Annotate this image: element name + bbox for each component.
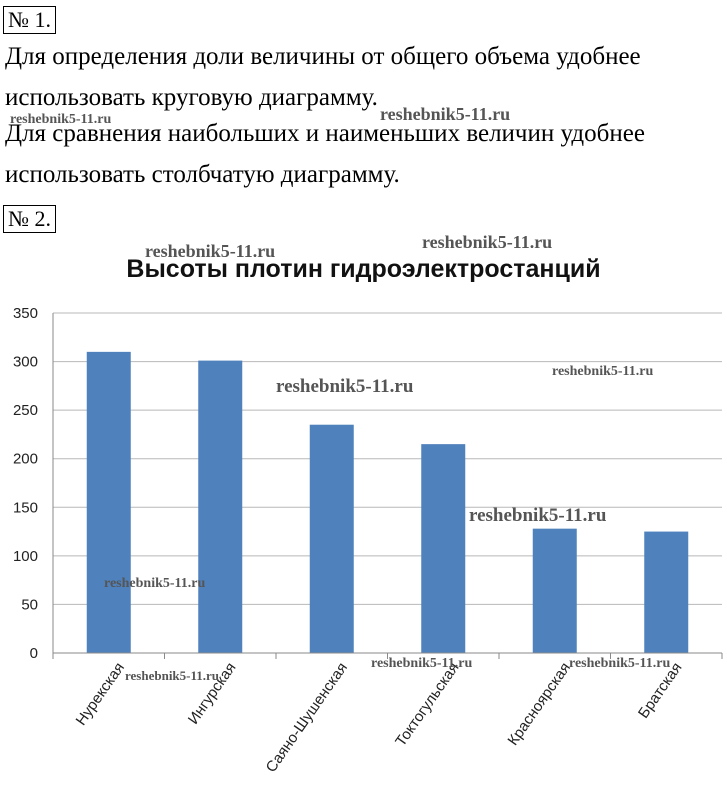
y-tick-label: 0 xyxy=(30,645,38,662)
x-category-label: Токтогульская xyxy=(392,660,462,750)
watermark: reshebnik5-11.ru xyxy=(125,668,220,683)
answer-line-2: использовать круговую диаграмму. xyxy=(5,84,378,111)
chart-title: Высоты плотин гидроэлектростанций xyxy=(126,255,601,283)
task-2-number: № 2. xyxy=(3,205,56,233)
bar xyxy=(644,531,689,653)
watermark: reshebnik5-11.ru xyxy=(380,104,511,124)
task-1-number: № 1. xyxy=(3,6,56,34)
y-tick-label: 50 xyxy=(21,596,38,613)
watermark: reshebnik5-11.ru xyxy=(552,364,654,379)
y-tick-label: 350 xyxy=(13,305,38,322)
answer-line-1: Для определения доли величины от общего … xyxy=(5,43,641,70)
watermark: reshebnik5-11.ru xyxy=(104,576,206,591)
bar xyxy=(532,528,577,653)
watermark: reshebnik5-11.ru xyxy=(371,656,473,671)
watermark: reshebnik5-11.ru xyxy=(10,112,112,127)
watermark: reshebnik5-11.ru xyxy=(276,376,414,397)
bar xyxy=(86,351,131,653)
bar xyxy=(421,444,466,653)
answer-line-3: Для сравнения наибольших и наименьших ве… xyxy=(5,120,645,147)
y-tick-label: 250 xyxy=(13,402,38,419)
x-category-label: Красноярская xyxy=(505,660,574,749)
watermark: reshebnik5-11.ru xyxy=(422,232,553,252)
y-tick-label: 150 xyxy=(13,499,38,516)
answer-line-4: использовать столбчатую диаграмму. xyxy=(5,161,400,188)
x-category-label: Саяно-Шушенская xyxy=(263,660,351,776)
bar xyxy=(309,424,354,653)
y-tick-label: 300 xyxy=(13,354,38,371)
y-tick-label: 100 xyxy=(13,548,38,565)
bar xyxy=(198,360,243,653)
watermark: reshebnik5-11.ru xyxy=(145,241,276,261)
watermark: reshebnik5-11.ru xyxy=(469,505,607,526)
x-category-label: Нурекская xyxy=(73,660,128,729)
y-tick-label: 200 xyxy=(13,451,38,468)
watermark: reshebnik5-11.ru xyxy=(569,656,671,671)
